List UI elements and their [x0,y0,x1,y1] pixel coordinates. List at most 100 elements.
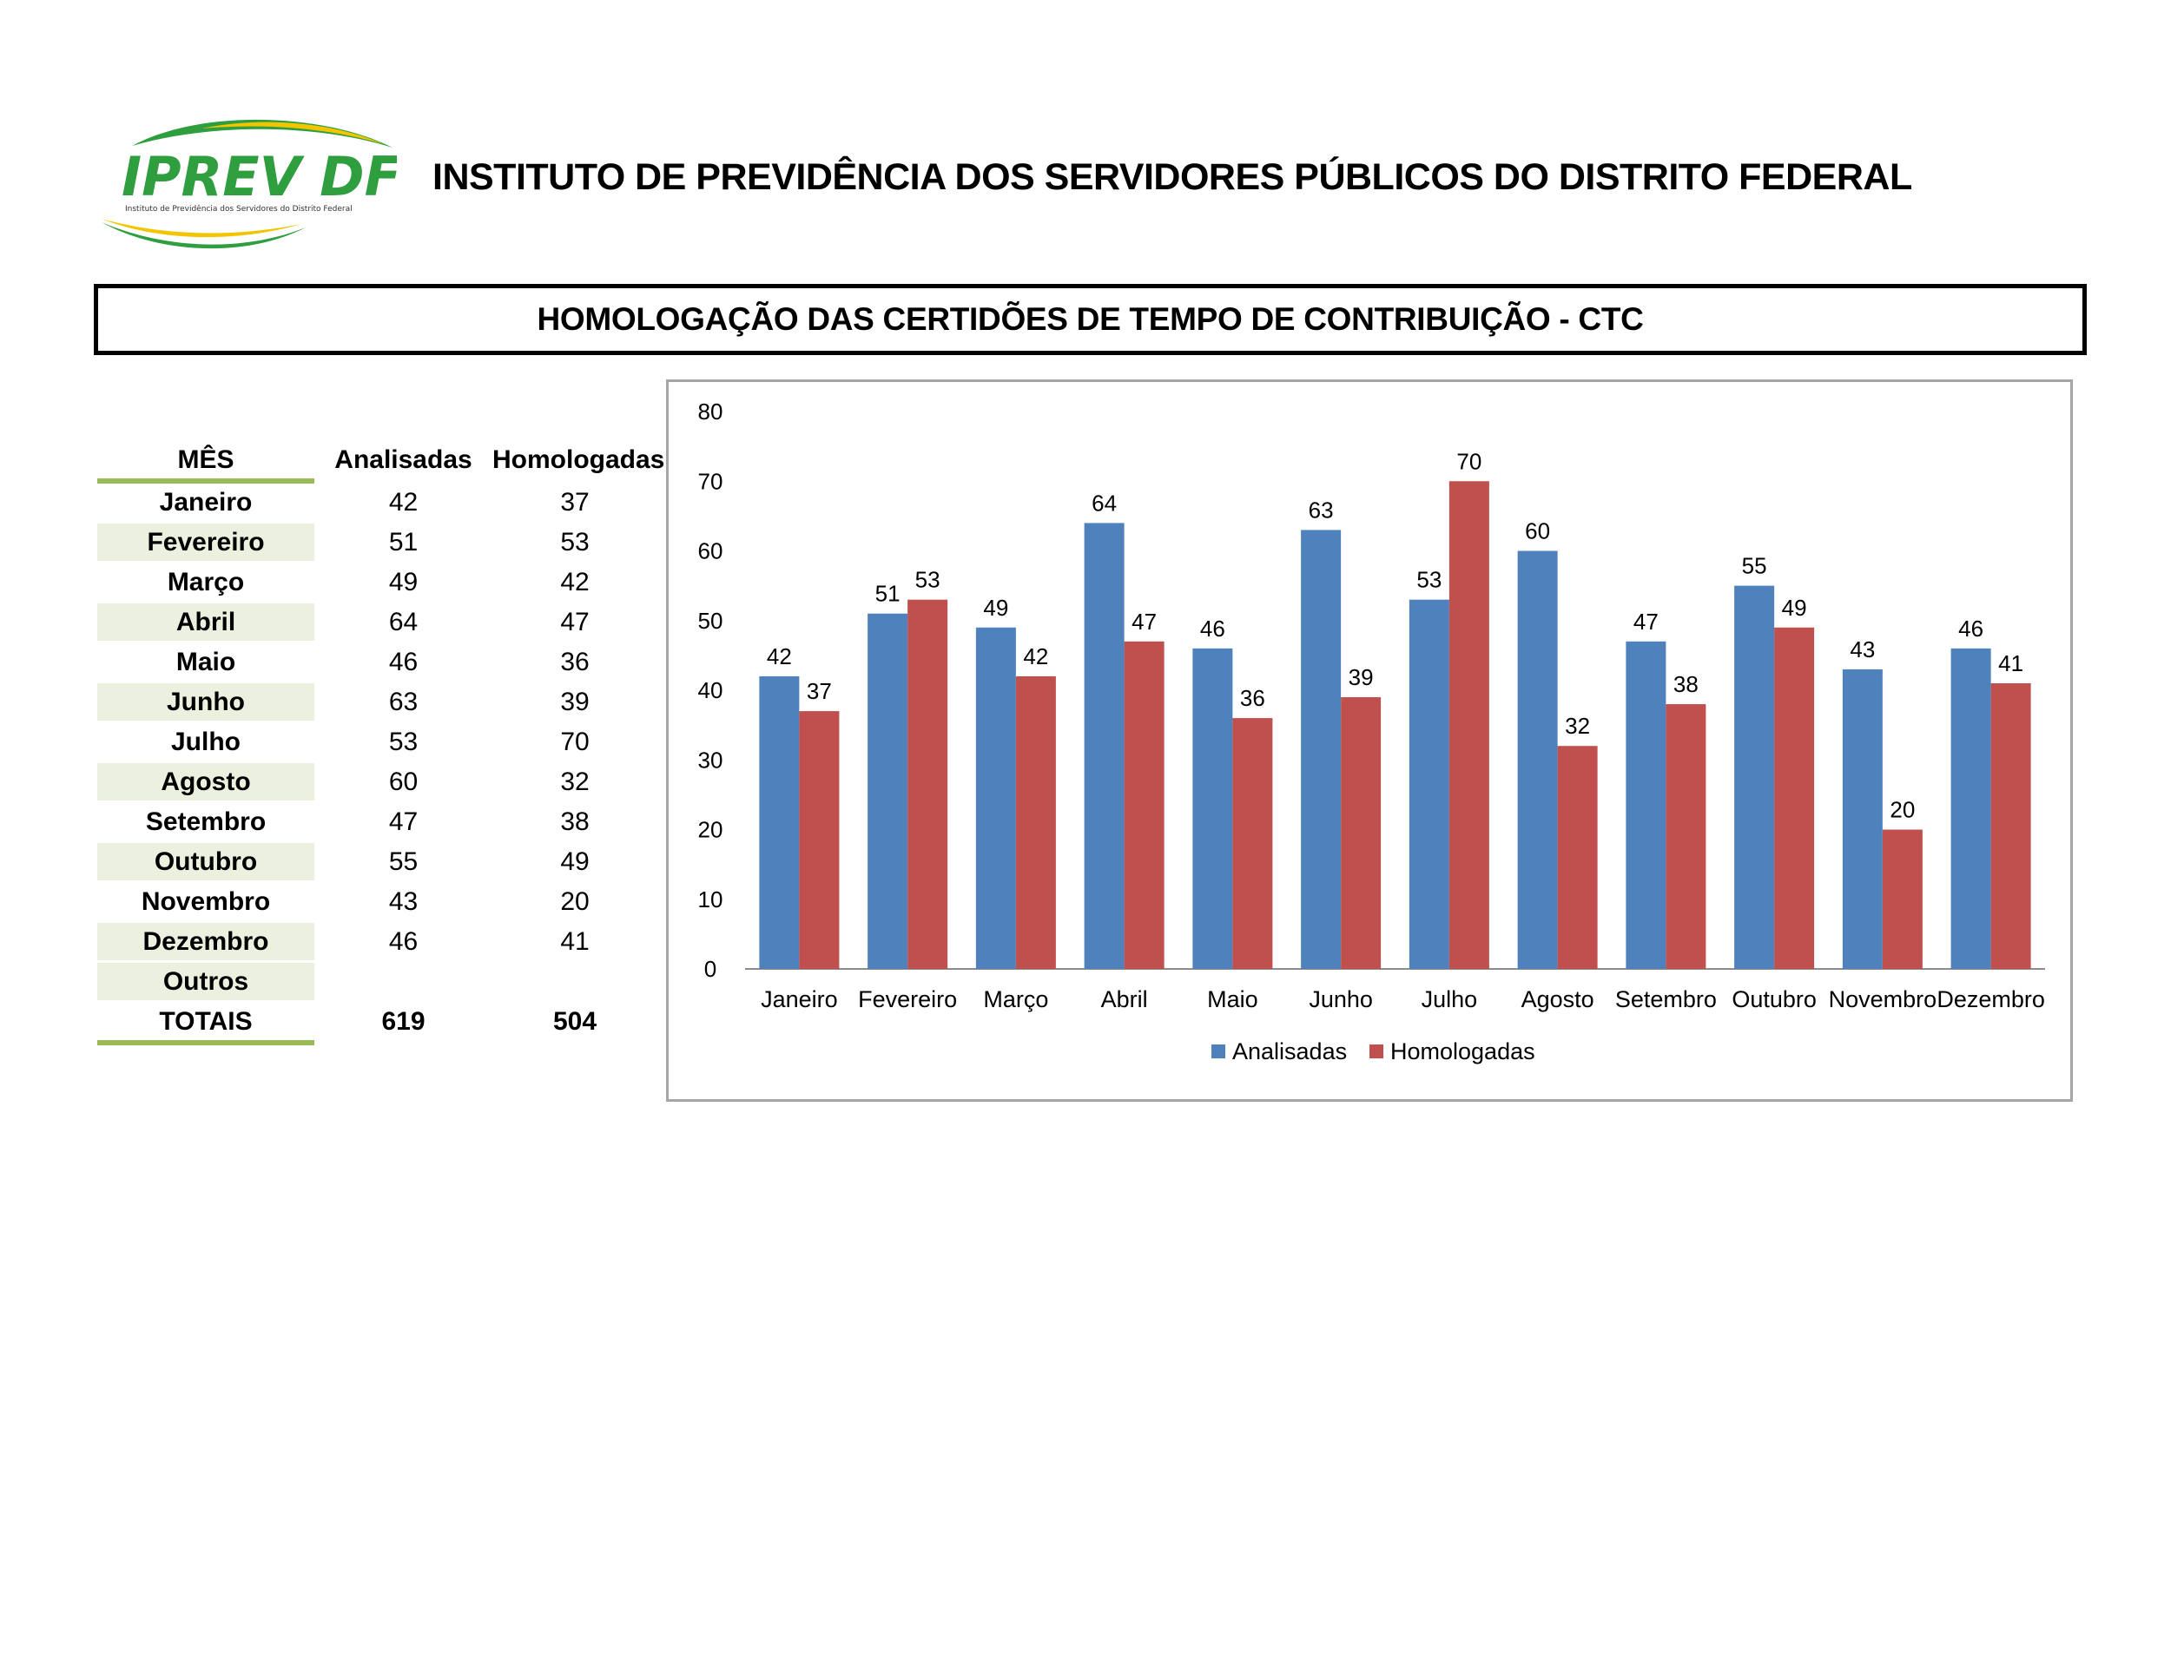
row-analisadas: 55 [388,847,419,876]
row-mes: Julho [171,728,241,756]
x-category-label: Março [983,986,1048,1012]
bar-analisadas [1192,648,1233,969]
data-label-homologadas: 39 [1349,664,1374,690]
bar-homologadas [1774,627,1815,969]
data-label-homologadas: 37 [807,678,832,704]
bar-homologadas [907,599,948,969]
x-category-label: Maio [1207,986,1258,1012]
x-category-label: Junho [1309,986,1373,1012]
row-analisadas: 43 [388,887,419,916]
table-row: Abril 64 47 [97,603,653,641]
bar-homologadas [1448,481,1489,969]
row-analisadas: 53 [388,728,419,756]
data-label-analisadas: 46 [1958,616,1983,642]
table-rule-top [97,478,314,484]
row-mes: Fevereiro [97,524,314,561]
bar-analisadas [1842,669,1883,969]
y-tick-label: 60 [698,538,723,564]
header-mes: MÊS [177,445,234,474]
row-mes: Maio [175,648,236,676]
row-homologadas: 70 [560,728,590,756]
bar-chart: 0 10 20 30 40 50 60 70 80 42 37 Janeiro 51 53 Fevereir… [666,379,2073,1102]
data-label-homologadas: 47 [1132,609,1157,635]
bar-homologadas [1124,641,1165,969]
data-label-homologadas: 41 [1998,650,2023,676]
totals-analisadas: 619 [381,1007,426,1036]
row-homologadas: 47 [560,608,590,636]
bar-analisadas [1950,648,1991,969]
logo-swoosh-bottom [102,222,306,249]
row-analisadas: 47 [388,807,419,836]
data-label-analisadas: 49 [983,595,1008,621]
bar-analisadas [1626,641,1666,969]
y-tick-label: 0 [704,956,716,982]
row-analisadas: 60 [388,768,419,796]
bar-analisadas [975,627,1016,969]
data-label-analisadas: 46 [1200,616,1225,642]
row-homologadas: 38 [560,807,590,836]
x-category-label: Agosto [1521,986,1594,1012]
x-category-label: Dezembro [1937,986,2045,1012]
data-label-homologadas: 53 [915,567,940,593]
row-homologadas: 32 [560,768,590,796]
bar-analisadas [1517,550,1558,969]
data-label-analisadas: 55 [1742,553,1767,579]
table-row: Outubro 55 49 [97,843,653,880]
legend-label-homologadas: Homologadas [1390,1038,1535,1064]
row-analisadas: 46 [388,648,419,676]
row-homologadas: 49 [560,847,590,876]
bar-analisadas [1734,585,1775,969]
table-row: Setembro 47 38 [97,803,653,840]
logo-swoosh-top-yellow [201,122,384,144]
logo-swoosh-bottom-yellow [102,219,301,238]
x-category-label: Julho [1422,986,1478,1012]
row-mes: Janeiro [159,488,253,517]
data-label-homologadas: 38 [1673,671,1699,697]
y-tick-label: 40 [698,677,723,703]
row-analisadas: 64 [388,608,419,636]
bar-analisadas [868,613,908,969]
data-label-analisadas: 51 [875,581,901,607]
x-category-label: Fevereiro [858,986,957,1012]
table-row: Maio 46 36 [97,643,653,681]
y-tick-label: 10 [698,886,723,912]
report-title: HOMOLOGAÇÃO DAS CERTIDÕES DE TEMPO DE CO… [537,301,1644,337]
table-row: Junho 63 39 [97,683,653,721]
x-category-label: Novembro [1829,986,1937,1012]
y-tick-label: 80 [698,399,723,425]
data-label-homologadas: 32 [1565,713,1590,739]
report-title-box: HOMOLOGAÇÃO DAS CERTIDÕES DE TEMPO DE CO… [94,284,2087,355]
x-category-label: Setembro [1615,986,1717,1012]
row-homologadas: 36 [560,648,590,676]
table-header-row: MÊS Analisadas Homologadas [97,441,664,478]
row-homologadas: 20 [560,887,590,916]
row-homologadas: 53 [560,528,590,557]
row-mes: Abril [97,603,314,641]
org-title: INSTITUTO DE PREVIDÊNCIA DOS SERVIDORES … [432,156,1912,198]
bar-homologadas [1232,718,1273,969]
x-category-label: Outubro [1732,986,1817,1012]
data-label-homologadas: 70 [1456,448,1481,474]
data-label-analisadas: 53 [1416,567,1442,593]
table-rule-bottom [97,1040,314,1045]
row-mes: Outubro [97,843,314,880]
data-label-analisadas: 42 [767,643,792,669]
row-mes: Setembro [145,807,267,836]
data-label-homologadas: 49 [1782,595,1807,621]
x-category-label: Abril [1101,986,1148,1012]
row-analisadas: 42 [388,488,419,517]
data-label-analisadas: 60 [1525,518,1550,544]
table-row: Outros [97,963,653,1000]
row-mes: Agosto [97,763,314,800]
totals-label: TOTAIS [159,1007,253,1036]
legend-swatch-analisadas [1211,1044,1225,1058]
table-row: Novembro 43 20 [97,883,653,920]
row-homologadas: 42 [560,568,590,596]
row-mes: Novembro [141,887,271,916]
legend-label-analisadas: Analisadas [1232,1038,1347,1064]
table-totals-row: TOTAIS 619 504 [97,1003,653,1040]
row-analisadas: 63 [388,688,419,716]
bar-analisadas [759,675,800,969]
table-row: Agosto 60 32 [97,763,653,800]
chart-svg: 0 10 20 30 40 50 60 70 80 42 37 Janeiro 51 53 Fevereir… [698,399,2045,1064]
